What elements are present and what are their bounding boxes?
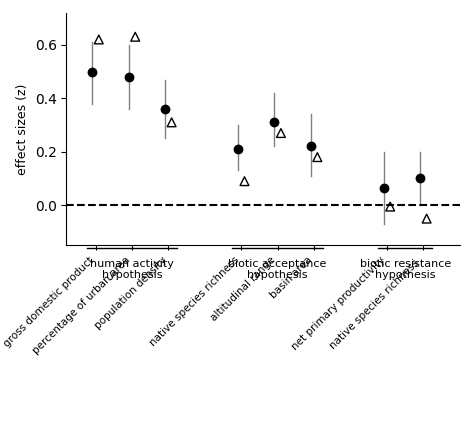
Point: [423, 215, 430, 222]
Text: biotic resistance
hypothesis: biotic resistance hypothesis: [359, 259, 451, 280]
Point: [234, 146, 242, 152]
Point: [95, 36, 102, 43]
Point: [416, 175, 424, 182]
Point: [89, 68, 96, 75]
Text: human activity
hypothesis: human activity hypothesis: [90, 259, 174, 280]
Point: [386, 203, 394, 210]
Point: [271, 119, 278, 126]
Point: [125, 74, 132, 80]
Point: [380, 184, 387, 191]
Point: [307, 143, 315, 150]
Point: [277, 129, 285, 136]
Y-axis label: effect sizes (z): effect sizes (z): [16, 83, 29, 175]
Point: [314, 154, 321, 160]
Point: [241, 178, 248, 184]
Point: [131, 33, 139, 40]
Text: biotic acceptance
hypothesis: biotic acceptance hypothesis: [228, 259, 327, 280]
Point: [168, 119, 175, 126]
Point: [161, 106, 169, 113]
